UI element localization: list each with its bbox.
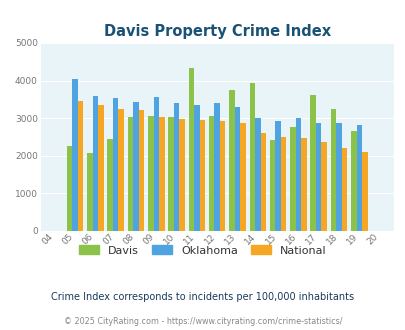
Bar xyxy=(310,95,315,231)
Bar xyxy=(173,103,179,231)
Text: © 2025 CityRating.com - https://www.cityrating.com/crime-statistics/: © 2025 CityRating.com - https://www.city… xyxy=(64,317,341,326)
Bar xyxy=(87,153,92,231)
Bar xyxy=(179,118,184,231)
Bar xyxy=(335,123,341,231)
Bar xyxy=(199,120,205,231)
Bar xyxy=(168,116,173,231)
Bar xyxy=(67,146,72,231)
Bar xyxy=(139,110,144,231)
Bar xyxy=(315,123,321,231)
Bar xyxy=(356,125,361,231)
Bar xyxy=(361,151,367,231)
Bar xyxy=(92,96,98,231)
Bar xyxy=(295,118,301,231)
Bar xyxy=(234,107,240,231)
Bar xyxy=(128,116,133,231)
Bar xyxy=(194,105,199,231)
Bar xyxy=(214,103,220,231)
Bar xyxy=(301,139,306,231)
Bar xyxy=(159,117,164,231)
Bar xyxy=(260,133,265,231)
Legend: Davis, Oklahoma, National: Davis, Oklahoma, National xyxy=(75,241,330,260)
Bar xyxy=(275,121,280,231)
Bar xyxy=(269,140,275,231)
Bar xyxy=(118,109,124,231)
Bar xyxy=(98,105,103,231)
Bar xyxy=(153,97,159,231)
Bar xyxy=(280,137,286,231)
Bar xyxy=(330,109,335,231)
Bar xyxy=(321,142,326,231)
Text: Crime Index corresponds to incidents per 100,000 inhabitants: Crime Index corresponds to incidents per… xyxy=(51,292,354,302)
Bar xyxy=(220,121,225,231)
Bar xyxy=(113,98,118,231)
Bar xyxy=(350,131,356,231)
Bar xyxy=(78,101,83,231)
Bar xyxy=(209,115,214,231)
Bar xyxy=(341,148,346,231)
Bar xyxy=(107,139,113,231)
Bar xyxy=(240,123,245,231)
Bar xyxy=(254,118,260,231)
Bar xyxy=(148,116,153,231)
Bar xyxy=(188,68,194,231)
Title: Davis Property Crime Index: Davis Property Crime Index xyxy=(103,24,330,39)
Bar xyxy=(72,79,78,231)
Bar xyxy=(229,89,234,231)
Bar xyxy=(290,127,295,231)
Bar xyxy=(133,102,139,231)
Bar xyxy=(249,83,254,231)
